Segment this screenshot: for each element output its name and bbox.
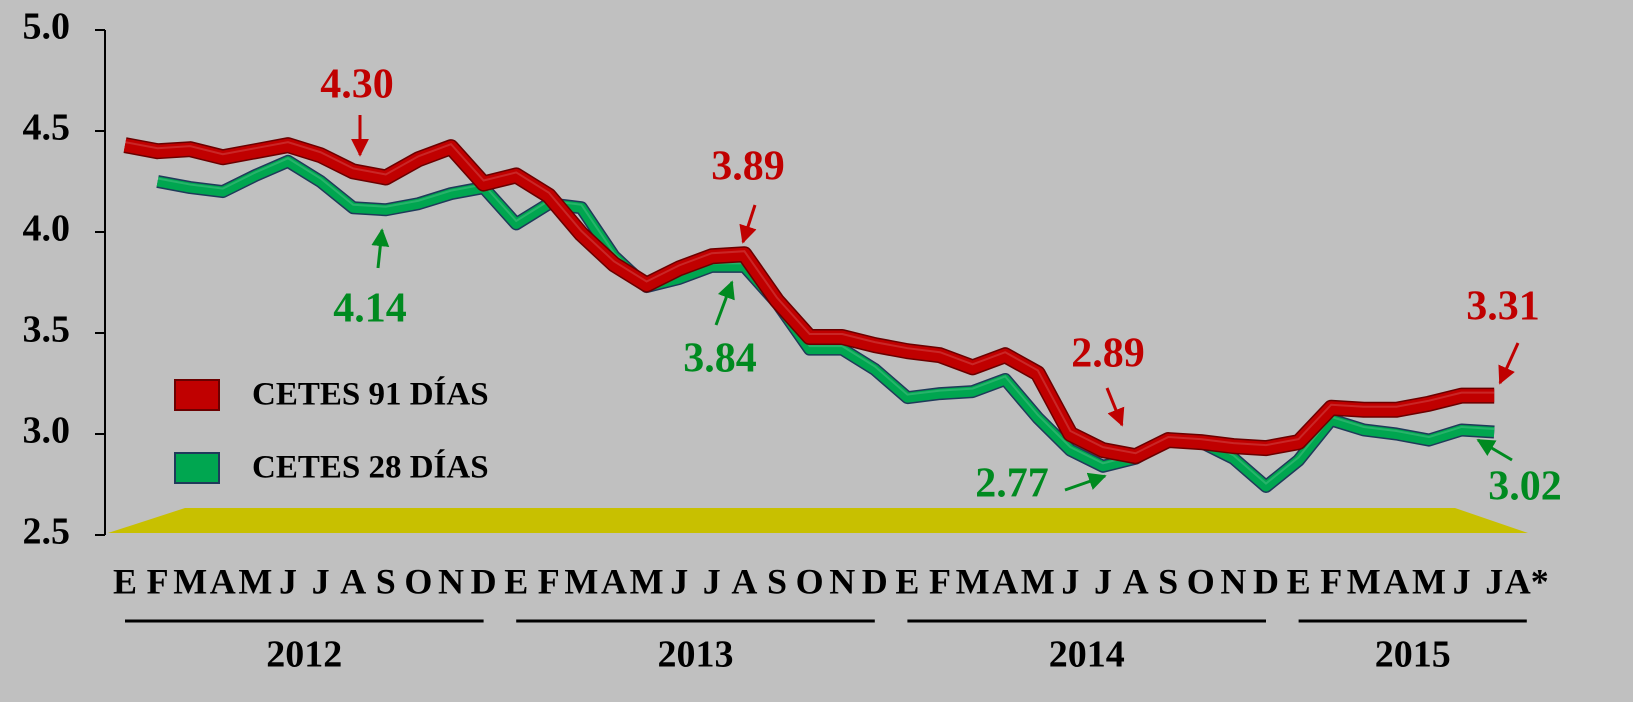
x-tick-label: E [895, 561, 919, 601]
y-tick-label: 4.5 [23, 107, 71, 149]
x-tick-label: J [1453, 561, 1471, 601]
x-tick-label: J [1061, 561, 1079, 601]
x-tick-label: F [538, 561, 560, 601]
annotation-arrow [714, 280, 735, 326]
annotation-arrow [1498, 342, 1520, 385]
annotation-arrow [1064, 472, 1107, 492]
x-tick-label: M [956, 561, 990, 601]
series-line [156, 156, 1495, 492]
x-tick-label: M [238, 561, 272, 601]
x-tick-label: M [1021, 561, 1055, 601]
x-tick-label: A [1383, 561, 1409, 601]
x-tick-label: J [279, 561, 297, 601]
legend-swatch [174, 379, 220, 411]
x-tick-label: N [1220, 561, 1246, 601]
year-label: 2013 [658, 634, 734, 676]
x-tick-label: F [929, 561, 951, 601]
annotation: 4.14 [333, 286, 407, 332]
x-tick-label: A* [1505, 561, 1549, 601]
annotation: 3.84 [683, 336, 757, 382]
x-tick-label: A [601, 561, 627, 601]
y-tick-label: 3.5 [23, 309, 71, 351]
x-tick-label: D [1253, 561, 1279, 601]
x-tick-label: S [767, 561, 787, 601]
x-tick-label: N [829, 561, 855, 601]
annotation: 2.89 [1071, 331, 1145, 377]
x-tick-label: N [438, 561, 464, 601]
series-highlight [157, 157, 1495, 485]
y-tick-label: 4.0 [23, 208, 71, 250]
x-tick-label: F [147, 561, 169, 601]
x-tick-label: A [210, 561, 236, 601]
annotation-arrow [1476, 438, 1513, 462]
x-tick-label: E [504, 561, 528, 601]
annotation-arrow [1105, 387, 1125, 427]
annotation-arrow [371, 228, 390, 269]
x-tick-label: M [564, 561, 598, 601]
x-tick-label: M [173, 561, 207, 601]
annotation: 2.77 [975, 461, 1049, 507]
annotation-arrow [739, 204, 757, 244]
x-tick-label: A [731, 561, 757, 601]
y-tick-label: 3.0 [23, 410, 71, 452]
x-tick-label: E [1287, 561, 1311, 601]
y-tick-label: 5.0 [23, 6, 71, 48]
x-tick-label: E [113, 561, 137, 601]
annotation: 3.02 [1488, 464, 1562, 510]
x-tick-label: J [670, 561, 688, 601]
legend-swatch [174, 452, 220, 484]
x-tick-label: D [471, 561, 497, 601]
x-tick-label: S [1158, 561, 1178, 601]
x-tick-label: J [1094, 561, 1112, 601]
x-tick-label: A [992, 561, 1018, 601]
x-tick-label: M [1412, 561, 1446, 601]
x-tick-label: M [630, 561, 664, 601]
x-tick-label: D [862, 561, 888, 601]
annotation: 3.89 [711, 144, 785, 190]
year-label: 2012 [266, 634, 342, 676]
year-label: 2015 [1375, 634, 1451, 676]
x-tick-label: F [1320, 561, 1342, 601]
floor [108, 508, 1528, 533]
annotation: 4.30 [320, 62, 394, 108]
series-highlight [124, 141, 1495, 455]
x-tick-label: O [404, 561, 432, 601]
x-tick-label: O [1187, 561, 1215, 601]
x-tick-label: S [376, 561, 396, 601]
x-tick-label: J [703, 561, 721, 601]
annotation: 3.31 [1466, 284, 1540, 330]
x-tick-label: J [1485, 561, 1503, 601]
x-tick-label: J [312, 561, 330, 601]
y-tick-label: 2.5 [23, 511, 71, 553]
x-tick-label: O [796, 561, 824, 601]
series-line [123, 138, 1495, 463]
year-label: 2014 [1049, 634, 1125, 676]
legend-label: CETES 91 DÍAS [252, 376, 489, 413]
x-tick-label: M [1347, 561, 1381, 601]
legend-label: CETES 28 DÍAS [252, 449, 489, 486]
x-tick-label: A [340, 561, 366, 601]
x-tick-label: A [1123, 561, 1149, 601]
